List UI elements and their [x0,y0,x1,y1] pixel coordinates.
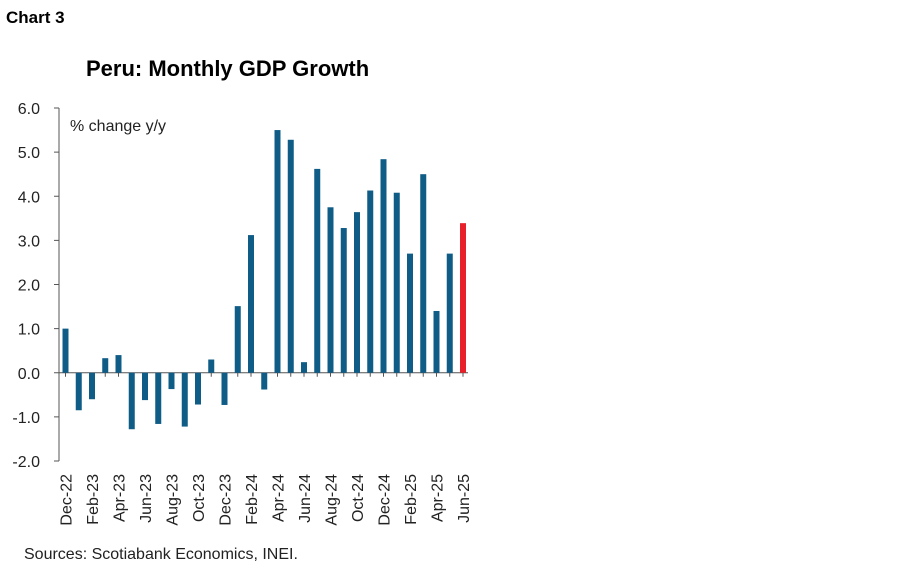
y-tick-label: 4.0 [18,189,40,206]
bar [234,306,241,373]
bar [181,372,188,427]
x-tick-label: Apr-23 [112,474,129,522]
chart-number: Chart 3 [6,8,65,27]
bar [142,372,148,401]
bar [446,253,453,373]
y-tick-label: 3.0 [18,233,40,250]
x-tick-label: Apr-24 [271,474,288,522]
bar [248,235,254,373]
bar [115,355,122,373]
bar [340,228,347,373]
x-tick-label: Oct-23 [191,474,208,522]
chart-bars [62,130,466,430]
x-tick-label: Jun-25 [456,474,473,523]
x-tick-label: Dec-22 [59,474,76,526]
y-tick-label: 0.0 [18,366,40,383]
bar [327,207,334,373]
x-tick-label: Feb-23 [85,474,102,525]
chart-axes [54,107,468,462]
x-tick-label: Feb-24 [244,474,261,525]
x-tick-label: Apr-25 [430,474,447,522]
bar [62,328,69,373]
bar [168,372,175,390]
x-tick-label: Jun-23 [138,474,155,523]
y-tick-label: -1.0 [12,410,40,427]
bar [102,358,109,373]
chart-title: Peru: Monthly GDP Growth [86,56,370,81]
x-tick-label: Oct-24 [350,474,367,522]
bar [354,212,360,373]
y-axis-unit-label: % change y/y [70,118,166,135]
y-tick-label: 1.0 [18,322,40,339]
x-tick-label: Aug-23 [165,474,182,526]
bar [407,253,413,373]
bar [301,362,307,373]
x-tick-label: Aug-24 [324,474,341,526]
y-tick-label: 2.0 [18,278,40,295]
bar [380,159,387,373]
y-tick-label: -2.0 [12,454,40,471]
bar [89,372,95,400]
x-tick-label: Jun-24 [297,474,314,523]
y-tick-labels: -2.0 -1.0 0.0 1.0 2.0 3.0 4.0 5.0 6.0 [12,101,40,471]
y-tick-label: 5.0 [18,145,40,162]
bar [75,372,82,411]
source-note: Sources: Scotiabank Economics, INEI. [24,546,298,563]
x-tick-label: Feb-25 [403,474,420,525]
bar [367,190,374,373]
bar-highlight [460,223,466,373]
bar [128,372,135,430]
bar [274,130,281,373]
bar [208,359,215,373]
x-tick-label: Dec-23 [218,474,235,526]
bar [261,372,268,390]
x-tick-labels: Dec-22 Feb-23 Apr-23 Jun-23 Aug-23 Oct-23 Dec-… [59,474,474,526]
x-tick-label: Dec-24 [377,474,394,526]
bar [420,174,427,373]
bar [195,372,201,405]
bar [155,372,162,424]
bar [393,192,400,373]
bar [433,310,440,373]
bar [287,139,294,373]
bar [221,372,228,405]
y-tick-label: 6.0 [18,101,40,118]
bar [314,168,321,373]
